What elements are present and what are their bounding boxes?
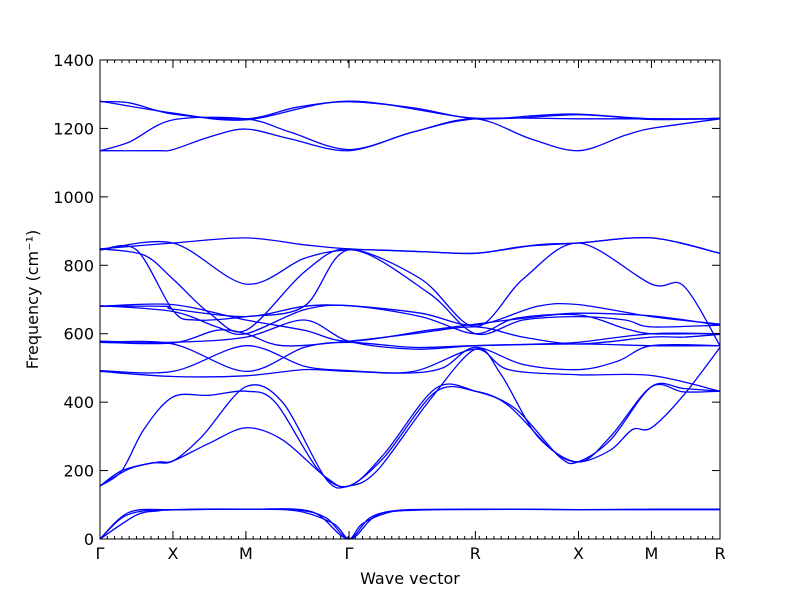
band-line-1 (99, 508, 721, 540)
band-line-3 (99, 508, 720, 540)
x-tick-label: R (714, 544, 725, 563)
band-lines (99, 100, 721, 540)
band-line-8 (99, 343, 721, 374)
x-tick-label: X (573, 544, 584, 563)
y-tick-label: 1200 (53, 119, 94, 138)
x-tick-label: M (239, 544, 253, 563)
y-tick-label: 400 (63, 393, 94, 412)
band-line-18 (99, 236, 721, 255)
y-tick-label: 600 (63, 325, 94, 344)
x-axis-label: Wave vector (360, 569, 460, 588)
x-tick-label: Γ (96, 544, 105, 563)
band-line-22 (99, 100, 721, 121)
x-tick-label: Γ (345, 544, 354, 563)
y-axis-ticks: 0 200 400 600 800 1000 1200 1400 (53, 51, 720, 549)
band-line-19 (99, 118, 721, 152)
x-tick-label: X (167, 544, 178, 563)
band-line-17 (99, 236, 721, 285)
band-line-16 (99, 242, 721, 347)
band-line-2 (99, 508, 721, 540)
plot-frame (99, 59, 721, 540)
band-line-14 (99, 303, 721, 342)
band-line-6 (99, 382, 721, 488)
band-line-10 (99, 319, 721, 350)
y-tick-label: 1000 (53, 188, 94, 207)
band-line-9 (99, 340, 721, 373)
band-line-15 (99, 244, 721, 336)
y-tick-label: 1400 (53, 51, 94, 70)
band-line-7 (99, 348, 721, 392)
band-line-11 (99, 326, 721, 347)
band-line-5 (99, 347, 721, 488)
band-line-13 (99, 304, 721, 336)
y-tick-label: 0 (84, 530, 94, 549)
x-tick-label: R (470, 544, 481, 563)
x-tick-label: M (645, 544, 659, 563)
band-line-12 (99, 302, 721, 326)
y-axis-label: Frequency (cm⁻¹) (23, 230, 42, 369)
y-tick-label: 800 (63, 256, 94, 275)
band-line-20 (99, 116, 720, 152)
y-tick-label: 200 (63, 462, 94, 481)
